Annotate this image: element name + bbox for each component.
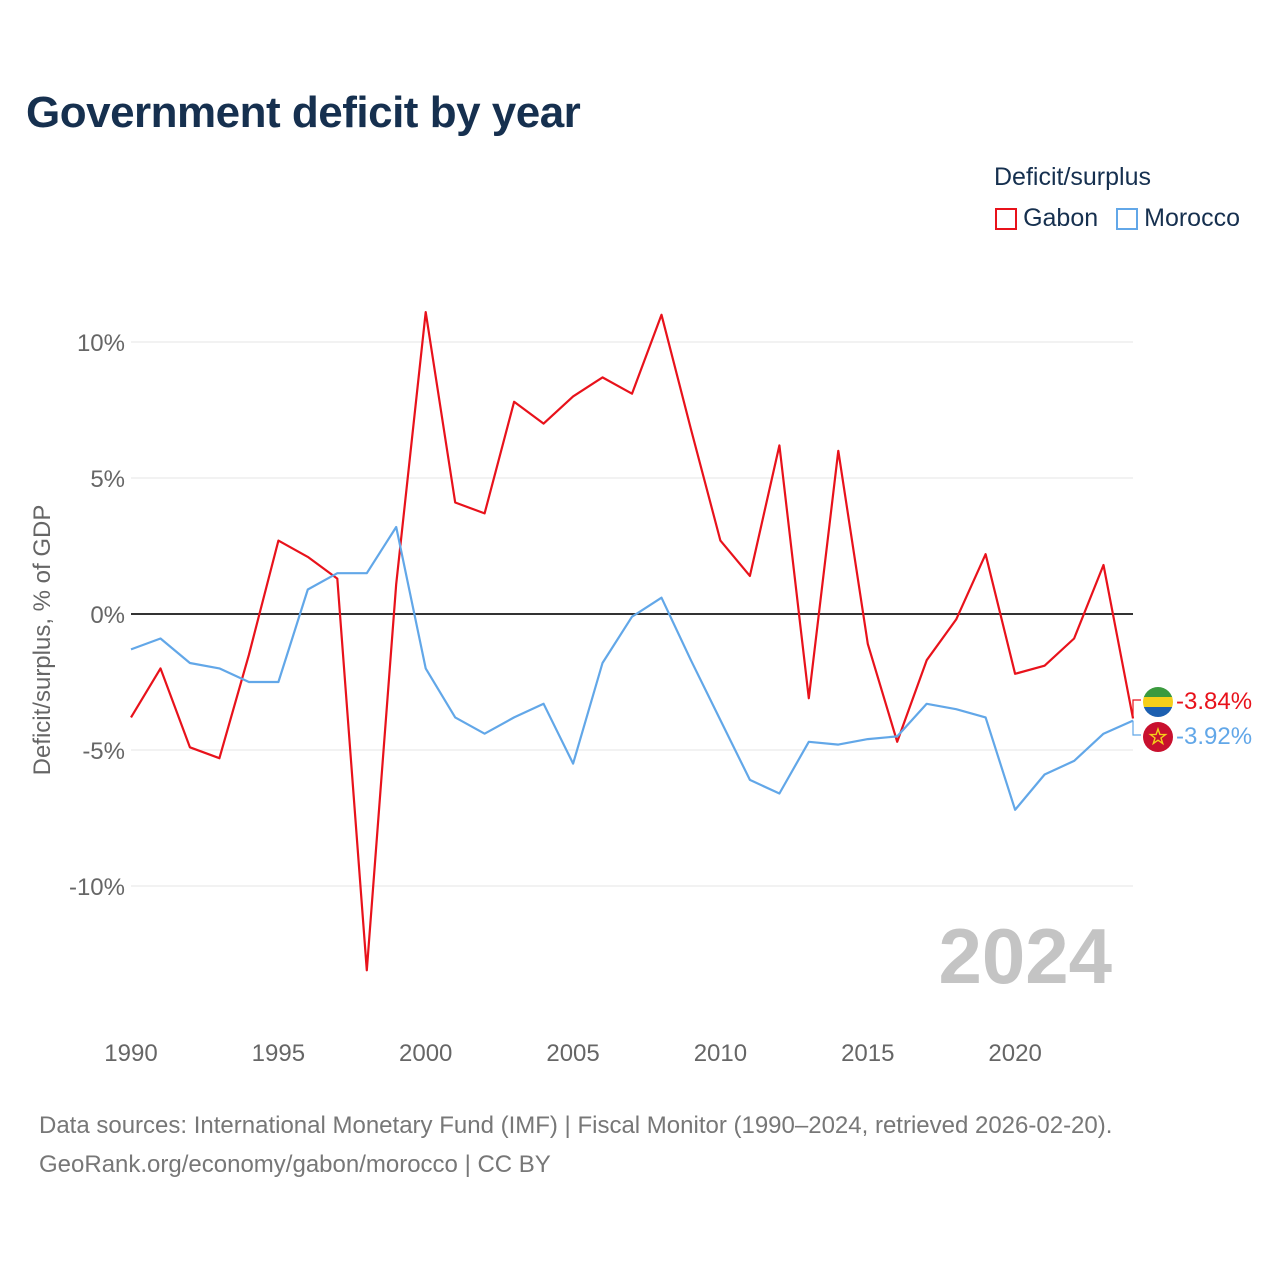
y-tick-label: -10% — [69, 874, 125, 901]
year-watermark: 2024 — [938, 912, 1112, 1000]
attribution-link[interactable]: GeoRank.org/economy/gabon/morocco | CC B… — [39, 1151, 551, 1178]
x-tick-label: 2000 — [399, 1040, 452, 1067]
series-line-gabon — [130, 311, 1135, 972]
legend-label-morocco: Morocco — [1144, 204, 1240, 232]
gabon-flag-band — [1143, 687, 1173, 698]
gabon-flag-band — [1143, 707, 1173, 717]
morocco-flag-star-icon — [1148, 726, 1168, 746]
gabon-flag-band — [1143, 697, 1173, 708]
legend-label-gabon: Gabon — [1023, 204, 1099, 232]
chart-title: Government deficit by year — [26, 88, 581, 137]
y-tick-label: 5% — [90, 466, 125, 493]
x-tick-label: 2020 — [988, 1040, 1041, 1067]
gabon-flag-icon — [1143, 687, 1173, 717]
series-line-morocco — [130, 525, 1134, 811]
x-tick-label: 1995 — [252, 1040, 305, 1067]
y-axis-label: Deficit/surplus, % of GDP — [29, 505, 56, 776]
legend-title: Deficit/surplus — [994, 163, 1151, 191]
end-label-connector — [1132, 699, 1141, 719]
legend: Gabon Morocco — [995, 204, 1240, 233]
y-tick-label: -5% — [82, 738, 125, 765]
source-line: Data sources: International Monetary Fun… — [39, 1112, 1113, 1139]
end-label-connector — [1132, 720, 1141, 736]
legend-item-morocco[interactable]: Morocco — [1116, 204, 1240, 233]
end-label-morocco: -3.92% — [1176, 723, 1252, 750]
y-tick-label: 0% — [90, 602, 125, 629]
x-tick-label: 1990 — [104, 1040, 157, 1067]
y-tick-label: 10% — [77, 330, 125, 357]
source-note: Data sources: International Monetary Fun… — [39, 1106, 1112, 1184]
legend-swatch-morocco — [1116, 207, 1139, 230]
x-tick-label: 2010 — [694, 1040, 747, 1067]
x-tick-label: 2005 — [546, 1040, 599, 1067]
end-label-gabon: -3.84% — [1176, 688, 1252, 715]
morocco-flag-icon — [1143, 722, 1173, 752]
legend-item-gabon[interactable]: Gabon — [995, 204, 1098, 233]
x-tick-label: 2015 — [841, 1040, 894, 1067]
legend-swatch-gabon — [995, 207, 1018, 230]
